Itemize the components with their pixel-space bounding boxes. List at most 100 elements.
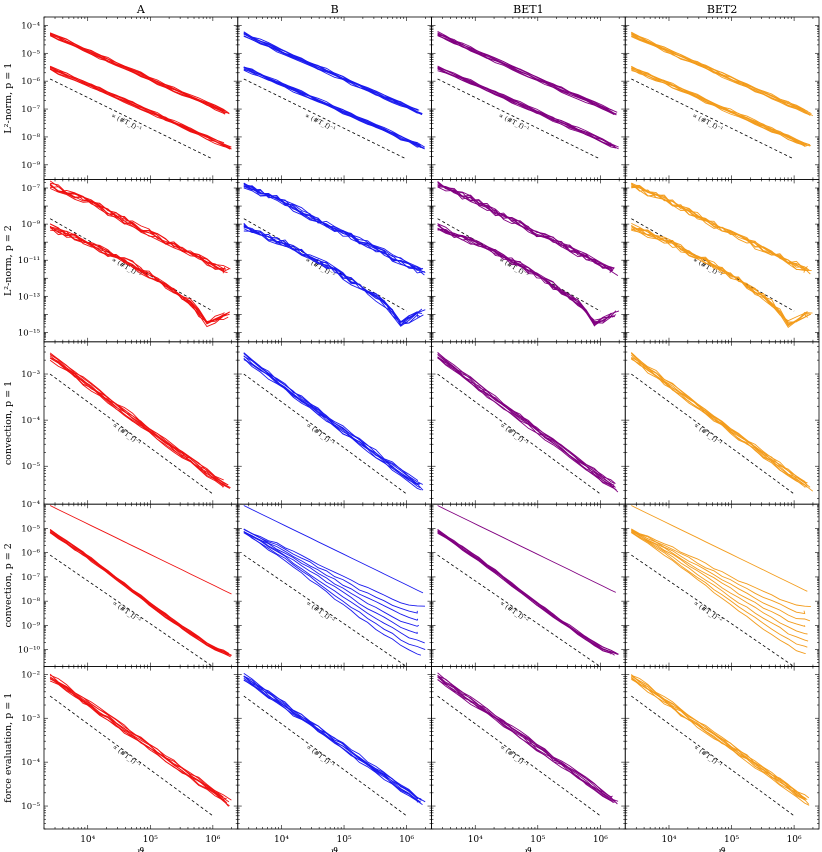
reference-slope-label: ∝ (#T_f)⁻¹ (499, 743, 531, 769)
series-line (49, 223, 230, 323)
y-tick-label: 10⁻¹⁰ (18, 646, 41, 656)
reference-slope-label: ∝ (#T_f)⁻¹ (111, 743, 143, 769)
column-title: A (136, 3, 146, 16)
column-title: BET1 (513, 3, 543, 16)
x-tick-label: 10⁵ (530, 835, 545, 845)
reference-slope-line (243, 78, 407, 160)
series-line (49, 180, 231, 270)
reference-slope-line (631, 373, 795, 495)
series-line (243, 531, 425, 644)
x-axis-label: ϑ (137, 847, 144, 852)
series-line (49, 183, 228, 274)
series-line (243, 531, 418, 635)
x-tick-label: 10⁴ (80, 835, 95, 845)
y-tick-label: 10⁻⁵ (21, 49, 40, 59)
series-line (631, 528, 811, 608)
series-line (631, 185, 808, 271)
y-tick-label: 10⁻¹⁵ (18, 328, 41, 338)
row-label: L²-norm, p = 2 (3, 225, 14, 296)
series-line (437, 182, 613, 272)
y-tick-label: 10⁻⁸ (21, 597, 40, 607)
row-label: convection, p = 1 (3, 381, 14, 465)
panel-frame (43, 503, 239, 668)
series-line (437, 67, 612, 146)
y-tick-label: 10⁻⁹ (21, 161, 40, 171)
x-tick-label: 10⁴ (468, 835, 483, 845)
series-line (631, 31, 805, 111)
series-line (243, 531, 426, 651)
series-line (631, 675, 808, 801)
y-tick-label: 10⁻⁵ (21, 524, 40, 534)
y-tick-label: 10⁻⁶ (21, 549, 40, 559)
y-tick-label: 10⁻³ (21, 370, 40, 380)
reference-slope-line (631, 695, 795, 817)
series-line (243, 531, 420, 627)
series-line (631, 674, 810, 799)
series-line (437, 67, 612, 145)
reference-slope-label: ∝ (#T_f)⁻¹ (110, 112, 144, 134)
y-tick-label: 10⁻³ (21, 714, 40, 724)
reference-slope-label: ∝ (#T_f)⁻¹ (305, 421, 337, 447)
reference-slope-line (437, 695, 601, 817)
y-tick-label: 10⁻⁴ (21, 416, 40, 426)
y-tick-label: 10⁻¹¹ (18, 256, 40, 266)
reference-slope-line (243, 695, 407, 817)
x-tick-label: 10⁶ (593, 835, 608, 845)
reference-slope-label: ∝ (#T_f)⁻² (498, 599, 530, 624)
series-line (49, 352, 224, 481)
y-tick-label: 10⁻⁵ (21, 462, 40, 472)
x-tick-label: 10⁶ (787, 835, 802, 845)
series-line (437, 31, 613, 111)
series-line (631, 69, 807, 147)
series-line (243, 225, 423, 323)
row-label: convection, p = 2 (3, 543, 14, 627)
x-tick-label: 10⁶ (399, 835, 414, 845)
y-tick-label: 10⁻⁷ (21, 573, 40, 583)
y-tick-label: 10⁻⁷ (21, 184, 40, 194)
series-line (49, 65, 225, 144)
reference-slope-label: ∝ (#T_f)⁻¹ (692, 421, 724, 447)
series-line (243, 528, 426, 607)
y-tick-label: 10⁻⁴ (21, 500, 40, 510)
panel-frame (431, 16, 626, 180)
y-tick-label: 10⁻⁴ (21, 758, 40, 768)
y-tick-label: 10⁻⁸ (21, 133, 40, 143)
series-line (631, 532, 806, 654)
series-line (243, 529, 419, 621)
y-tick-label: 10⁻⁷ (21, 105, 40, 115)
x-axis-label: ϑ (525, 847, 532, 852)
series-line (437, 675, 618, 805)
series-line (631, 529, 806, 627)
series-line (437, 679, 614, 804)
reference-slope-line (437, 78, 601, 160)
series-line (243, 532, 422, 656)
series-line (243, 528, 418, 614)
series-line (631, 32, 809, 112)
series-line (49, 32, 230, 114)
y-tick-label: 10⁻² (21, 670, 40, 680)
x-tick-label: 10⁵ (337, 835, 352, 845)
series-line (49, 223, 225, 324)
series-line (631, 529, 806, 615)
series-line (631, 505, 808, 592)
reference-slope-label: ∝ (#T_f)⁻¹ (691, 112, 725, 134)
series-line (49, 676, 227, 800)
series-line (437, 66, 612, 145)
series-line (49, 505, 232, 595)
series-line (437, 356, 616, 490)
x-axis-label: ϑ (331, 847, 338, 852)
series-line (49, 528, 230, 654)
series-line (631, 352, 807, 485)
panel-frame (237, 16, 432, 180)
series-line (631, 184, 811, 275)
reference-slope-line (49, 78, 214, 160)
reference-slope-label: ∝ (#T_f)⁻¹ (497, 112, 531, 134)
y-tick-label: 10⁻⁹ (21, 621, 40, 631)
series-line (437, 65, 619, 148)
reference-slope-line (437, 373, 601, 495)
y-tick-label: 10⁻⁹ (21, 220, 40, 230)
x-tick-label: 10⁵ (724, 835, 739, 845)
series-line (243, 185, 424, 271)
series-line (631, 531, 808, 648)
series-line (243, 35, 423, 116)
